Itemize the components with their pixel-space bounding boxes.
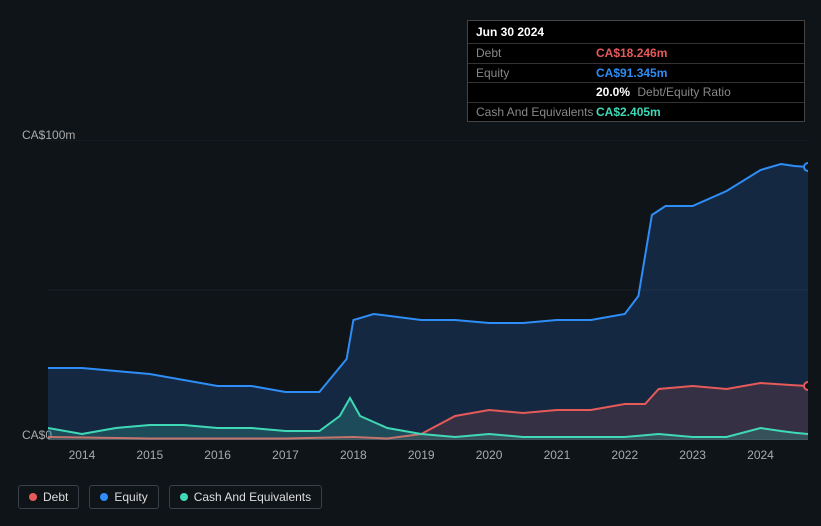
tooltip-row-value: CA$2.405m xyxy=(596,105,796,119)
tooltip-row-label: Equity xyxy=(476,66,596,80)
legend-item-label: Debt xyxy=(43,490,68,504)
tooltip-row-value: CA$91.345m xyxy=(596,66,796,80)
legend-dot-icon xyxy=(29,493,37,501)
x-axis-tick: 2022 xyxy=(611,448,638,462)
legend-item-equity[interactable]: Equity xyxy=(89,485,158,509)
legend-item-debt[interactable]: Debt xyxy=(18,485,79,509)
x-axis-tick: 2020 xyxy=(476,448,503,462)
legend-dot-icon xyxy=(180,493,188,501)
x-axis-tick: 2016 xyxy=(204,448,231,462)
legend-item-cash-and-equivalents[interactable]: Cash And Equivalents xyxy=(169,485,322,509)
tooltip-row-label xyxy=(476,85,596,99)
tooltip-row-label: Cash And Equivalents xyxy=(476,105,596,119)
x-axis-tick: 2017 xyxy=(272,448,299,462)
legend-item-label: Equity xyxy=(114,490,147,504)
x-axis-tick: 2023 xyxy=(679,448,706,462)
x-axis-tick: 2015 xyxy=(136,448,163,462)
x-axis-tick: 2021 xyxy=(544,448,571,462)
series-marker-equity xyxy=(804,163,808,171)
legend-dot-icon xyxy=(100,493,108,501)
tooltip-row-value: CA$18.246m xyxy=(596,46,796,60)
tooltip-row: EquityCA$91.345m xyxy=(468,64,804,83)
tooltip-row-value: 20.0% Debt/Equity Ratio xyxy=(596,85,796,99)
x-axis-tick: 2019 xyxy=(408,448,435,462)
x-axis-tick: 2024 xyxy=(747,448,774,462)
tooltip-date: Jun 30 2024 xyxy=(468,21,804,44)
series-marker-debt xyxy=(804,382,808,390)
tooltip-row-label: Debt xyxy=(476,46,596,60)
chart-legend: Debt Equity Cash And Equivalents xyxy=(18,485,322,509)
x-axis-tick: 2014 xyxy=(69,448,96,462)
debt-equity-chart[interactable] xyxy=(48,140,808,440)
tooltip-row: 20.0% Debt/Equity Ratio xyxy=(468,83,804,102)
tooltip-row: DebtCA$18.246m xyxy=(468,44,804,63)
legend-item-label: Cash And Equivalents xyxy=(194,490,311,504)
chart-tooltip: Jun 30 2024 DebtCA$18.246mEquityCA$91.34… xyxy=(467,20,805,122)
x-axis-tick: 2018 xyxy=(340,448,367,462)
tooltip-row: Cash And EquivalentsCA$2.405m xyxy=(468,103,804,121)
